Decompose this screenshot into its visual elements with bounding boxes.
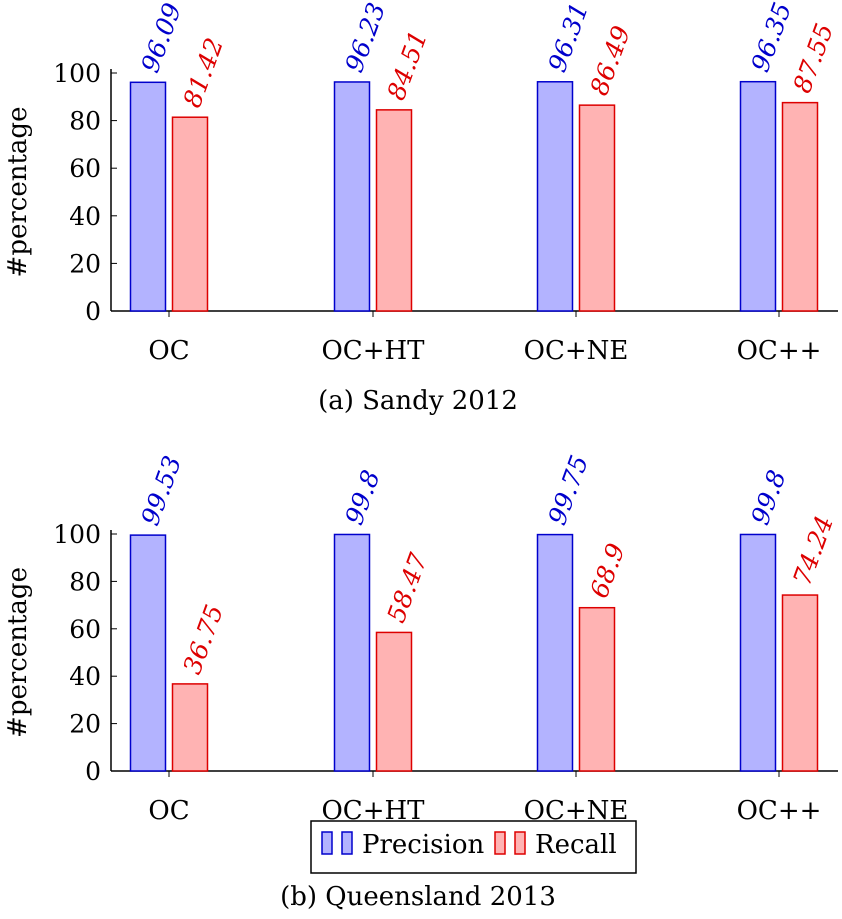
legend: Precision Recall xyxy=(310,820,637,874)
data-label-precision: 96.35 xyxy=(745,0,797,76)
data-label-precision: 99.53 xyxy=(135,452,187,529)
data-label-recall: 74.24 xyxy=(787,512,839,589)
x-tick-label: OC xyxy=(148,796,189,826)
data-label-precision: 96.09 xyxy=(135,0,187,76)
bar-recall xyxy=(781,101,819,312)
bar-precision xyxy=(129,534,167,772)
bar-precision xyxy=(333,81,371,312)
x-tick-label: OC++ xyxy=(737,336,822,366)
bar-recall xyxy=(375,631,413,772)
y-tick-label: 40 xyxy=(69,202,101,231)
y-tick-label: 20 xyxy=(69,249,101,278)
bar-recall xyxy=(375,109,413,312)
x-tick-label: OC+NE xyxy=(524,336,629,366)
y-tick-label: 40 xyxy=(69,662,101,691)
x-tick-label: OC++ xyxy=(737,796,822,826)
bar-precision xyxy=(739,80,777,312)
y-tick-label: 80 xyxy=(69,567,101,596)
bar-recall xyxy=(578,606,616,772)
data-label-recall: 36.75 xyxy=(177,601,229,678)
y-tick-label: 20 xyxy=(69,710,101,739)
bar-recall xyxy=(781,594,819,772)
data-label-recall: 87.55 xyxy=(787,20,839,97)
bar-precision xyxy=(129,81,167,312)
legend-swatch-precision-2 xyxy=(341,831,353,855)
y-tick-label: 100 xyxy=(53,59,101,88)
bar-precision xyxy=(333,533,371,772)
bar-recall xyxy=(171,116,209,312)
data-label-recall: 86.49 xyxy=(584,22,636,99)
legend-item-recall: Recall xyxy=(494,830,617,860)
x-tick-label: OC+HT xyxy=(321,336,425,366)
legend-swatch-recall-1 xyxy=(494,831,506,855)
data-label-recall: 84.51 xyxy=(381,27,433,104)
y-tick-label: 60 xyxy=(69,615,101,644)
bar-recall xyxy=(578,104,616,312)
data-label-precision: 99.8 xyxy=(745,466,791,528)
y-tick-label: 0 xyxy=(85,297,101,326)
x-tick-label: OC xyxy=(148,336,189,366)
y-tick-label: 100 xyxy=(53,520,101,549)
legend-label-precision: Precision xyxy=(362,830,484,860)
data-label-recall: 81.42 xyxy=(177,34,229,111)
data-label-recall: 58.47 xyxy=(381,549,433,626)
data-label-precision: 99.8 xyxy=(339,466,385,528)
legend-swatch-precision-1 xyxy=(321,831,333,855)
chart-caption: (a) Sandy 2012 xyxy=(318,386,518,416)
y-tick-label: 60 xyxy=(69,154,101,183)
bar-recall xyxy=(171,683,209,772)
data-label-precision: 96.23 xyxy=(339,0,391,76)
bar-precision xyxy=(739,533,777,772)
data-label-recall: 68.9 xyxy=(584,539,630,601)
data-label-precision: 99.75 xyxy=(542,451,594,528)
data-label-precision: 96.31 xyxy=(542,0,594,76)
legend-box xyxy=(310,820,637,874)
y-axis-title: #percentage xyxy=(3,567,33,738)
y-axis-title: #percentage xyxy=(3,107,33,278)
legend-swatch-recall-2 xyxy=(514,831,526,855)
bar-precision xyxy=(536,533,574,772)
chart-caption: (b) Queensland 2013 xyxy=(280,882,556,912)
y-tick-label: 0 xyxy=(85,757,101,786)
legend-item-precision: Precision xyxy=(321,830,484,860)
legend-label-recall: Recall xyxy=(535,830,617,860)
y-tick-label: 80 xyxy=(69,107,101,136)
bar-precision xyxy=(536,81,574,312)
